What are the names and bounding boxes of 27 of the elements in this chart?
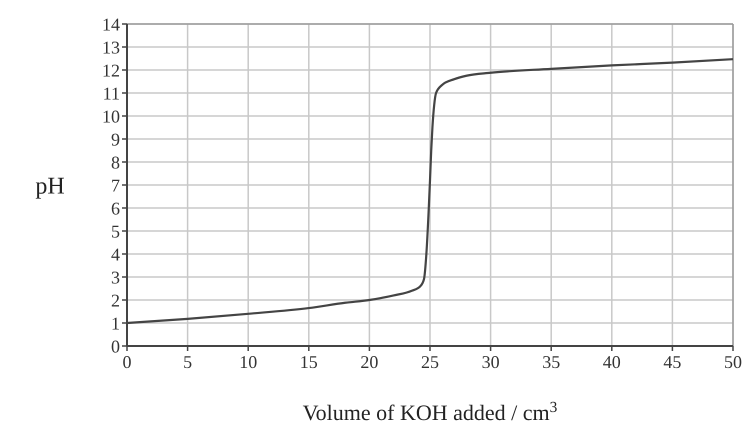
- y-tick-label: 7: [111, 175, 120, 196]
- y-tick-label: 12: [102, 60, 120, 80]
- y-tick-label: 4: [111, 244, 120, 264]
- y-tick-label: 2: [111, 290, 120, 310]
- x-tick-label: 20: [360, 352, 378, 372]
- x-tick-label: 40: [602, 352, 621, 372]
- x-tick-label: 15: [300, 352, 318, 372]
- y-tick-label: 5: [111, 221, 120, 242]
- y-tick-label: 14: [102, 14, 120, 34]
- x-tick-label: 50: [724, 352, 742, 372]
- y-tick-label: 0: [111, 336, 120, 356]
- y-tick-label: 1: [111, 313, 120, 334]
- y-tick-label: 8: [111, 152, 120, 172]
- y-tick-label: 10: [102, 106, 120, 126]
- x-tick-label: 25: [421, 352, 439, 372]
- y-axis-title: pH: [35, 173, 65, 200]
- x-tick-label: 30: [482, 352, 500, 372]
- x-tick-label: 45: [663, 352, 682, 372]
- x-axis-title: Volume of KOH added / cm$^{3}$: [302, 398, 558, 425]
- y-tick-label: 11: [102, 83, 120, 104]
- y-tick-label: 13: [102, 37, 120, 58]
- y-tick-label: 9: [111, 129, 120, 150]
- y-tick-label: 6: [111, 198, 120, 218]
- x-tick-label: 35: [542, 352, 560, 372]
- x-tick-label: 10: [239, 352, 258, 372]
- x-tick-label: 5: [183, 352, 192, 372]
- y-tick-label: 3: [111, 267, 120, 288]
